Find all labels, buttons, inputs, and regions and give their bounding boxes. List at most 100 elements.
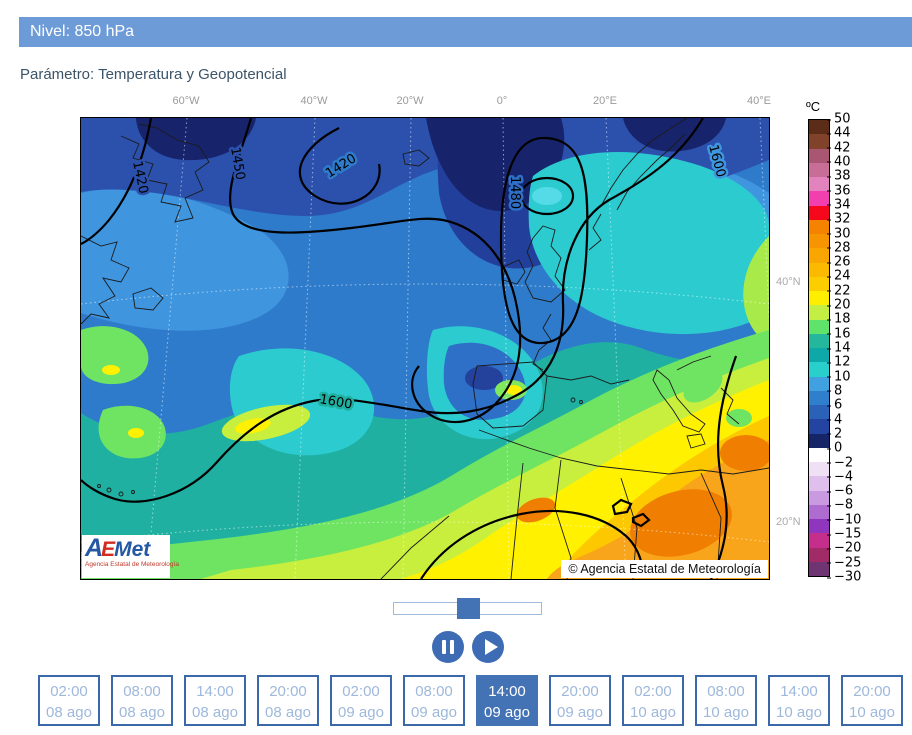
colorbar-band	[809, 191, 829, 206]
map-copyright: © Agencia Estatal de Meteorología	[561, 560, 768, 578]
time-button-date: 10 ago	[776, 703, 822, 721]
aemet-logo: AEMet Agencia Estatal de Meteorología	[82, 535, 179, 578]
time-button-2000-09ago[interactable]: 20:00 09 ago	[549, 675, 611, 726]
level-header-bar: Nivel: 850 hPa	[19, 17, 912, 47]
colorbar-tick: 12	[827, 354, 851, 370]
time-button-1400-09ago[interactable]: 14:00 09 ago	[476, 675, 538, 726]
time-button-date: 10 ago	[630, 703, 676, 721]
time-button-2000-10ago[interactable]: 20:00 10 ago	[841, 675, 903, 726]
colorbar-band	[809, 405, 829, 420]
play-button[interactable]	[472, 631, 504, 663]
colorbar-band	[809, 390, 829, 405]
colorbar-tick: −2	[826, 455, 854, 470]
colorbar-tick: 20	[827, 297, 851, 313]
temperature-colorbar	[808, 119, 830, 577]
colorbar-tick: 6	[826, 397, 843, 413]
colorbar-band	[809, 519, 829, 534]
time-button-hour: 02:00	[342, 682, 380, 700]
time-button-date: 08 ago	[265, 703, 311, 721]
colorbar-band	[809, 276, 829, 291]
temperature-geopotential-map: 1420 1450 1420 1480 1600 1600	[81, 118, 769, 579]
colorbar-band	[809, 319, 829, 334]
colorbar-tick: 30	[827, 226, 851, 241]
colorbar-tick: −15	[826, 526, 862, 542]
colorbar-band	[809, 376, 829, 391]
time-button-2000-08ago[interactable]: 20:00 08 ago	[257, 675, 319, 726]
time-button-hour: 20:00	[561, 682, 599, 700]
contour-label-1480: 1480	[507, 176, 522, 209]
colorbar-band	[809, 162, 829, 177]
axis-label-40w: 40°W	[300, 95, 328, 107]
time-button-date: 09 ago	[557, 703, 603, 721]
colorbar-tick: 26	[827, 254, 851, 270]
coastlines	[81, 118, 769, 579]
axis-label-20w: 20°W	[396, 95, 424, 107]
time-slider-track[interactable]	[393, 598, 542, 619]
pause-button[interactable]	[432, 631, 464, 663]
colorbar-tick-labels: 50 44 42 40 38 36 34 32 30 28 26 24 22 20 18 16 14 12 10 8 6…	[826, 112, 884, 585]
time-slider-handle[interactable]	[456, 598, 480, 619]
colorbar-tick: 36	[827, 183, 851, 199]
axis-label-60w: 60°W	[172, 95, 200, 107]
time-button-0200-09ago[interactable]: 02:00 09 ago	[330, 675, 392, 726]
colorbar-band	[809, 490, 829, 505]
axis-label-20n: 20°N	[776, 516, 801, 528]
axis-label-0: 0°	[496, 95, 508, 107]
colorbar-band	[809, 219, 829, 234]
colorbar-band	[809, 248, 829, 263]
colorbar-band	[809, 262, 829, 277]
colorbar-tick: 22	[827, 283, 851, 299]
colorbar-tick: 8	[826, 383, 843, 399]
time-button-hour: 08:00	[415, 682, 453, 700]
time-button-0200-08ago[interactable]: 02:00 08 ago	[38, 675, 100, 726]
play-icon	[484, 639, 498, 655]
time-button-1400-08ago[interactable]: 14:00 08 ago	[184, 675, 246, 726]
parameter-label: Parámetro: Temperatura y Geopotencial	[20, 66, 287, 83]
colorbar-band	[809, 177, 829, 192]
colorbar-tick: 18	[827, 311, 851, 327]
colorbar-tick: 2	[826, 426, 843, 442]
time-button-1400-10ago[interactable]: 14:00 10 ago	[768, 675, 830, 726]
colorbar-band	[809, 561, 829, 576]
time-button-date: 10 ago	[703, 703, 749, 721]
axis-label-40n: 40°N	[776, 276, 801, 288]
colorbar-band	[809, 291, 829, 306]
time-button-0800-09ago[interactable]: 08:00 09 ago	[403, 675, 465, 726]
colorbar-tick: −30	[826, 569, 862, 585]
aemet-logo-met: Met	[114, 538, 151, 561]
time-button-hour: 02:00	[50, 682, 88, 700]
timeline-button-row: 02:00 08 ago 08:00 08 ago 14:00 08 ago 20:00 08…	[38, 675, 903, 726]
colorbar-tick: 34	[827, 197, 851, 213]
time-button-date: 09 ago	[484, 703, 530, 721]
colorbar-tick: 42	[827, 140, 851, 156]
time-button-date: 09 ago	[338, 703, 384, 721]
colorbar-band	[809, 433, 829, 448]
time-button-hour: 14:00	[780, 682, 818, 700]
axis-label-20e: 20°E	[593, 95, 617, 107]
colorbar-band	[809, 419, 829, 434]
colorbar-tick: 14	[827, 340, 851, 356]
geopotential-contours	[81, 118, 738, 579]
pause-icon	[432, 640, 464, 654]
level-label: Nivel: 850 hPa	[30, 23, 135, 40]
colorbar-band	[809, 504, 829, 519]
colorbar-tick: 44	[827, 125, 851, 141]
time-button-0800-10ago[interactable]: 08:00 10 ago	[695, 675, 757, 726]
colorbar-tick: 24	[827, 268, 851, 284]
time-button-0800-08ago[interactable]: 08:00 08 ago	[111, 675, 173, 726]
colorbar-band	[809, 234, 829, 249]
time-button-0200-10ago[interactable]: 02:00 10 ago	[622, 675, 684, 726]
colorbar-tick: 50	[827, 111, 851, 127]
colorbar-band	[809, 120, 829, 135]
time-button-date: 08 ago	[192, 703, 238, 721]
time-button-date: 09 ago	[411, 703, 457, 721]
colorbar-band	[809, 333, 829, 348]
colorbar-band	[809, 305, 829, 320]
colorbar-band	[809, 476, 829, 491]
colorbar-tick: 28	[827, 240, 851, 256]
axis-label-40e: 40°E	[747, 95, 771, 107]
colorbar-unit: ºC	[806, 99, 821, 114]
time-button-hour: 20:00	[853, 682, 891, 700]
time-button-date: 08 ago	[46, 703, 92, 721]
